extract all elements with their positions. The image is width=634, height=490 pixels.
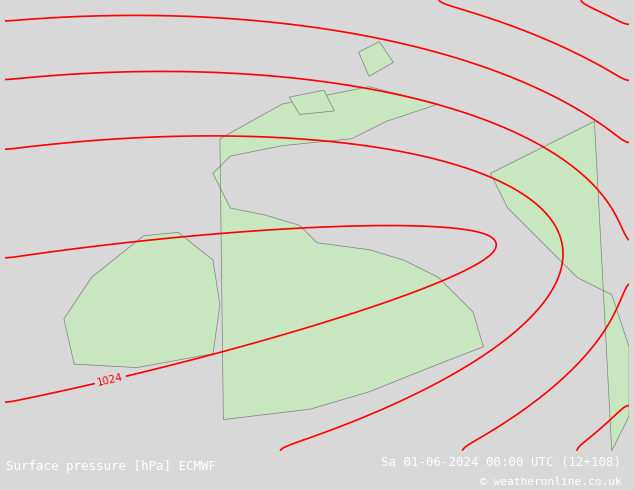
Text: Surface pressure [hPa] ECMWF: Surface pressure [hPa] ECMWF <box>6 460 216 473</box>
Polygon shape <box>64 232 220 368</box>
Text: Sa 01-06-2024 00:00 UTC (12+108): Sa 01-06-2024 00:00 UTC (12+108) <box>381 456 621 469</box>
Polygon shape <box>289 90 334 115</box>
Text: 1024: 1024 <box>96 372 124 388</box>
Text: © weatheronline.co.uk: © weatheronline.co.uk <box>479 477 621 487</box>
Polygon shape <box>490 122 629 451</box>
Polygon shape <box>359 42 393 76</box>
Polygon shape <box>213 87 484 419</box>
